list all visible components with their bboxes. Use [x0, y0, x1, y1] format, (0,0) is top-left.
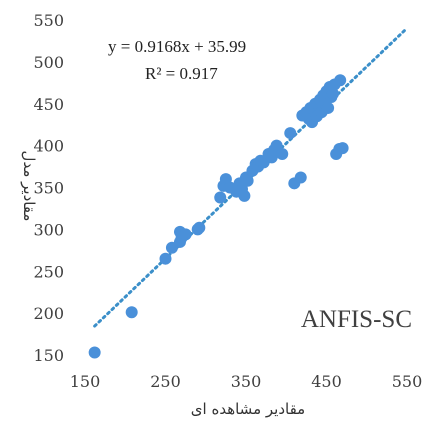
data-point	[125, 306, 138, 319]
y-tick-label: 400	[33, 137, 64, 156]
data-point	[159, 252, 172, 265]
x-tick-label: 450	[311, 372, 342, 391]
data-point	[88, 346, 101, 359]
x-tick-label: 150	[70, 372, 101, 391]
data-points	[88, 74, 349, 359]
x-axis-title: مقادیر مشاهده ای	[191, 400, 305, 418]
x-tick-label: 250	[150, 372, 181, 391]
trendline-equation: y = 0.9168x + 35.99	[108, 37, 246, 56]
data-point	[276, 148, 289, 160]
y-tick-label: 350	[33, 179, 64, 198]
r-squared-label: R² = 0.917	[145, 64, 218, 83]
data-point	[193, 221, 206, 234]
y-tick-label: 250	[33, 262, 64, 281]
y-tick-label: 200	[33, 304, 64, 323]
y-tick-label: 550	[33, 11, 64, 30]
data-point	[326, 87, 339, 100]
data-point	[214, 191, 227, 204]
data-point	[238, 189, 251, 202]
data-point	[284, 127, 297, 140]
x-tick-label: 550	[392, 372, 423, 391]
data-point	[322, 101, 335, 114]
y-tick-label: 450	[33, 95, 64, 114]
x-tick-label: 350	[231, 372, 262, 391]
y-tick-label: 500	[33, 53, 64, 72]
y-tick-label: 300	[33, 220, 64, 239]
data-point	[179, 228, 192, 241]
x-tick-labels: 150 250 350 450 550	[70, 372, 423, 391]
model-label: ANFIS-SC	[301, 306, 412, 333]
y-tick-labels: 150 200 250 300 350 400 450 500 550	[33, 11, 64, 365]
y-axis-title: مقادیر مدل	[20, 151, 38, 222]
y-tick-label: 150	[33, 346, 64, 365]
data-point	[334, 74, 347, 87]
data-point	[294, 171, 307, 184]
data-point	[241, 174, 254, 187]
data-point	[336, 142, 349, 155]
